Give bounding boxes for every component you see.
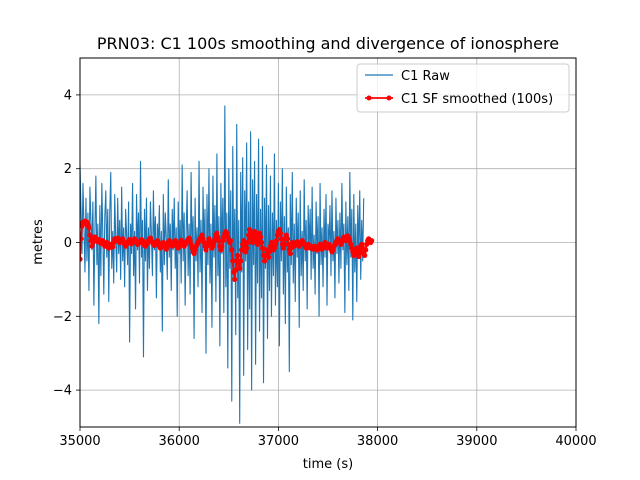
smoothed-series-marker [250, 239, 256, 246]
y-axis-ticks: −4 −2 0 2 4 [53, 88, 80, 399]
legend-smoothed-label: C1 SF smoothed (100s) [401, 92, 553, 107]
smoothed-series-marker [354, 245, 360, 251]
smoothed-series-marker [228, 238, 234, 244]
smoothed-series-marker [248, 230, 254, 236]
smoothed-series-marker [90, 239, 96, 246]
smoothed-series-marker [252, 232, 259, 238]
smoothed-series-marker [219, 243, 225, 249]
legend-smoothed-marker [366, 95, 372, 101]
smoothed-series-marker [244, 245, 250, 251]
smoothed-series-marker [87, 232, 93, 238]
x-tick-label: 35000 [59, 434, 100, 449]
legend-box [356, 63, 570, 113]
x-axis-label: time (s) [303, 457, 353, 472]
raw-series-layer [80, 105, 365, 424]
smoothed-series-marker [110, 244, 116, 250]
x-tick-label: 36000 [159, 434, 200, 449]
x-tick-label: 40000 [555, 434, 596, 449]
raw-series-line [80, 105, 365, 424]
smoothed-series-marker [285, 241, 291, 247]
x-tick-label: 37000 [258, 434, 299, 449]
smoothed-series-marker [239, 247, 245, 253]
x-tick-label: 39000 [456, 434, 497, 449]
smoothed-series-marker [258, 239, 265, 246]
smoothed-series-marker [266, 249, 273, 255]
x-axis-ticks: 35000 36000 37000 38000 39000 40000 [59, 427, 597, 449]
smoothed-series-marker [230, 258, 236, 264]
smoothed-series-marker [104, 239, 110, 246]
y-tick-label: −2 [53, 310, 72, 325]
smoothed-series-marker [362, 252, 368, 259]
smoothed-series-marker [261, 258, 268, 264]
smoothed-series-marker [233, 267, 239, 273]
smoothed-series-marker [257, 234, 264, 240]
smoothed-series-marker [277, 230, 283, 236]
smoothed-series-marker [369, 238, 375, 244]
legend-smoothed-marker [386, 95, 392, 101]
smoothed-series-marker [238, 258, 244, 264]
y-tick-label: 2 [64, 162, 72, 177]
smoothed-series-marker [281, 241, 287, 247]
smoothed-series-marker [80, 236, 84, 242]
x-tick-label: 38000 [357, 434, 398, 449]
smoothed-series-marker [356, 253, 362, 260]
plot-area [80, 105, 375, 424]
y-tick-label: −4 [53, 384, 72, 399]
smoothed-series-marker [216, 238, 222, 244]
smoothed-series-marker [284, 236, 290, 242]
smoothed-series-marker [232, 276, 238, 282]
smoothed-series-marker [254, 241, 261, 247]
smoothed-series-marker [278, 236, 284, 242]
smoothed-series-marker [273, 238, 280, 244]
chart-title: PRN03: C1 100s smoothing and divergence … [97, 34, 559, 53]
smoothed-series-marker [235, 252, 241, 259]
smoothed-series-marker [241, 238, 247, 244]
smoothed-series-marker [287, 250, 293, 257]
legend-raw-label: C1 Raw [401, 69, 450, 84]
smoothed-series-marker [86, 225, 92, 231]
smoothed-series-marker [259, 245, 266, 251]
smoothed-series-marker [237, 265, 243, 271]
smoothed-series-marker [265, 254, 272, 260]
y-tick-label: 4 [64, 88, 72, 103]
smoothed-series-marker [80, 256, 83, 262]
smoothed-series-marker [357, 249, 363, 255]
smoothed-series-marker [229, 247, 235, 253]
y-axis-label: metres [31, 219, 46, 265]
legend: C1 Raw C1 SF smoothed (100s) [356, 63, 570, 113]
y-tick-label: 0 [64, 236, 72, 251]
smoothed-series-marker [245, 239, 251, 246]
smoothed-series-layer [80, 218, 375, 282]
smoothed-series-marker [363, 247, 369, 253]
